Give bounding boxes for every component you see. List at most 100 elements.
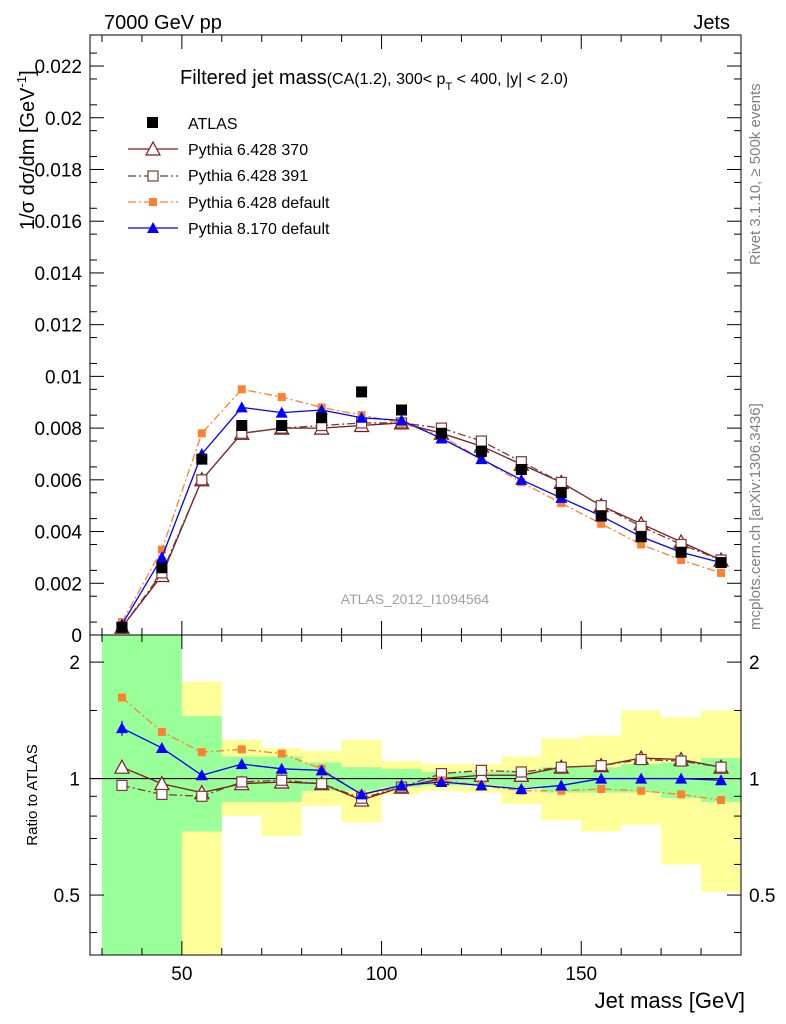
data-point-atlas (196, 453, 208, 465)
data-point-pythia-6-428-391 (555, 476, 567, 489)
data-point-atlas (555, 487, 567, 499)
data-point-pythia-6-428-default (237, 385, 246, 394)
data-point-pythia-6-428-default (557, 499, 566, 508)
mcplots-label: mcplots.cern.ch [arXiv:1306.3436] (747, 403, 764, 630)
main-ylabel-text: 1/σ dσ/dm [GeV (17, 87, 39, 230)
main-line-pythia-6-428-default (121, 388, 722, 623)
legend-atlas-label: ATLAS (188, 116, 238, 133)
data-point-pythia-8-170-default (115, 722, 128, 734)
legend-item-p6def: Pythia 6.428 default (128, 195, 330, 212)
legend-p6def-marker (149, 198, 157, 206)
data-point-pythia-8-170-default (235, 401, 248, 413)
data-point-pythia-6-428-default (677, 556, 686, 564)
ratio-series-pythia-6-428-391 (116, 753, 727, 804)
main-ytick-label: 0.012 (34, 316, 82, 337)
legend-p8def-label: Pythia 8.170 default (188, 221, 330, 238)
data-point-pythia-6-428-391 (515, 766, 527, 778)
data-point-pythia-6-428-391 (276, 774, 288, 786)
data-point-pythia-6-428-default (157, 727, 166, 736)
ratio-ytick-label: 2 (69, 653, 80, 674)
data-point-atlas (635, 531, 647, 543)
legend: ATLAS Pythia 6.428 370 Pythia 6.428 391 … (128, 116, 330, 238)
data-point-pythia-8-170-default (155, 551, 168, 563)
data-point-pythia-6-428-default (277, 749, 286, 758)
ratio-line-pythia-8-170-default (121, 727, 722, 796)
data-point-pythia-6-428-default (677, 790, 686, 799)
data-point-pythia-6-428-default (597, 519, 606, 528)
data-point-atlas (276, 420, 288, 432)
data-point-atlas (356, 386, 368, 398)
ratio-plot-frame (89, 634, 742, 956)
data-point-pythia-6-428-391 (595, 500, 607, 512)
analysis-watermark: ATLAS_2012_I1094564 (341, 591, 490, 607)
rivet-label: Rivet 3.1.10, ≥ 500k events (747, 83, 764, 265)
data-point-pythia-6-428-391 (475, 764, 487, 776)
ratio-ytick-label: 1 (69, 770, 80, 791)
main-ylabel-sup: -1 (14, 76, 29, 88)
data-point-pythia-8-170-default (355, 411, 368, 423)
data-point-pythia-8-170-default (515, 782, 528, 794)
data-point-pythia-6-428-default (597, 784, 606, 793)
ratio-band-inner (101, 635, 142, 955)
data-point-pythia-8-170-default (355, 788, 368, 800)
header-left-label: 7000 GeV pp (104, 12, 222, 34)
data-point-pythia-8-170-default (395, 414, 408, 426)
main-title-sub-T: T (445, 81, 452, 93)
legend-p370-marker (144, 140, 162, 156)
legend-p391-label: Pythia 6.428 391 (188, 168, 308, 185)
legend-p370-label: Pythia 6.428 370 (188, 142, 308, 159)
main-series-atlas (116, 386, 727, 633)
ratio-xtick-label: 100 (366, 964, 398, 985)
main-title-sub-rest: < 400, |y| < 2.0) (452, 71, 568, 88)
data-point-pythia-8-170-default (715, 774, 728, 786)
data-point-atlas (116, 621, 128, 633)
data-point-atlas (595, 510, 607, 522)
data-point-pythia-8-170-default (475, 453, 488, 465)
data-point-pythia-8-170-default (155, 741, 168, 753)
data-point-pythia-6-428-391 (116, 779, 128, 792)
main-ytick-label: 0.01 (45, 367, 82, 388)
data-point-pythia-6-428-391 (635, 520, 647, 532)
data-point-atlas (475, 445, 487, 457)
main-ytick-label: 0.018 (34, 160, 82, 181)
data-point-pythia-6-428-default (117, 693, 126, 702)
main-title-sub: (CA(1.2), 300< p (327, 71, 446, 88)
ratio-line-pythia-6-428-391 (121, 758, 722, 799)
data-point-pythia-6-428-default (637, 540, 646, 549)
xaxis-label: Jet mass [GeV] (595, 988, 745, 1013)
main-series-group (113, 385, 730, 634)
data-point-pythia-8-170-default (475, 779, 488, 791)
data-point-pythia-6-428-391 (475, 435, 487, 447)
data-point-pythia-6-428-391 (555, 761, 567, 773)
data-point-pythia-8-170-default (635, 772, 648, 784)
data-point-pythia-6-428-default (197, 429, 206, 438)
main-title: Filtered jet mass(CA(1.2), 300< pT < 400… (180, 67, 568, 93)
data-point-pythia-6-428-default (277, 393, 286, 402)
main-series-pythia-6-428-default (117, 385, 726, 627)
data-point-pythia-6-428-default (637, 786, 646, 795)
legend-atlas-marker (147, 117, 158, 128)
data-point-atlas (236, 420, 248, 432)
data-point-atlas (435, 427, 447, 439)
data-point-pythia-8-170-default (395, 779, 408, 791)
header-right-label: Jets (693, 12, 730, 34)
main-plot-area: 0 0.002 0.004 0.006 0.008 0.01 0.012 0.014 0.016… (34, 34, 742, 647)
data-point-pythia-6-428-391 (196, 474, 208, 486)
data-point-pythia-6-428-391 (156, 788, 168, 801)
data-point-pythia-8-170-default (675, 772, 688, 784)
data-point-pythia-8-170-default (435, 775, 448, 787)
data-point-pythia-8-170-default (275, 762, 288, 774)
data-point-atlas (396, 404, 408, 416)
main-ytick-label: 0.016 (34, 212, 82, 233)
legend-p8def-marker (147, 222, 159, 233)
data-point-pythia-6-428-391 (236, 776, 248, 788)
data-point-pythia-6-428-391 (675, 755, 687, 767)
data-point-pythia-8-170-default (595, 772, 608, 784)
data-point-atlas (675, 546, 687, 558)
main-y-ticks: 0 0.002 0.004 0.006 0.008 0.01 0.012 0.014 0.016… (34, 35, 742, 647)
data-point-pythia-6-428-391 (715, 761, 727, 773)
main-line-pythia-6-428-391 (121, 422, 722, 628)
main-ylabel-close: ] (17, 70, 39, 76)
legend-p391-marker (147, 170, 159, 182)
